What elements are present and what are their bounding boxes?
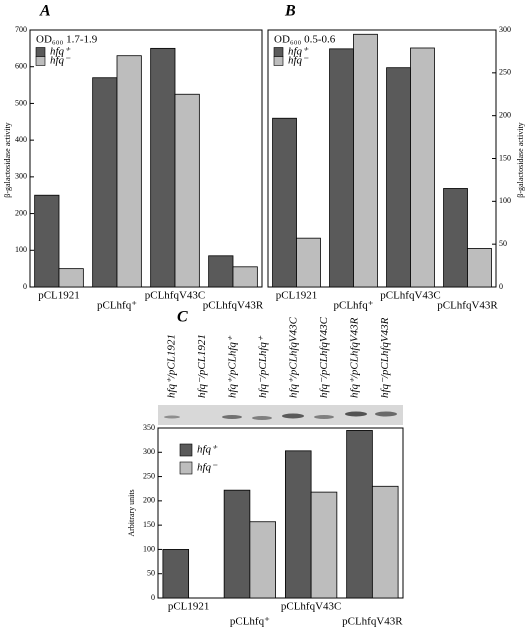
y-tick-label: 100 (15, 245, 27, 254)
y-tick-label: 0 (499, 282, 503, 291)
legend-label: hfq⁻ (50, 55, 71, 67)
plot-frame (29, 29, 263, 288)
bar (272, 117, 297, 288)
bar (310, 491, 338, 599)
x-tick-label: pCLhfq⁺ (230, 616, 270, 628)
y-tick-label: 200 (15, 208, 27, 217)
annotation: OD₆₀₀ 0.5-0.6 (274, 34, 336, 46)
legend-swatch (179, 443, 193, 457)
bar (386, 67, 411, 288)
y-tick-label: 250 (499, 68, 511, 77)
y-tick-label: 50 (499, 239, 507, 248)
x-tick-label: pCLhfq⁺ (333, 300, 373, 312)
x-tick-label: pCLhfqV43C (145, 290, 206, 302)
bar (232, 266, 258, 288)
y-tick-label: 300 (499, 25, 511, 34)
x-tick-label: pCLhfqV43C (380, 290, 441, 302)
legend-swatch (179, 461, 193, 475)
y-axis-label: β-galactosidase activity (516, 122, 525, 197)
bar (296, 237, 321, 288)
y-tick-label: 0 (151, 593, 155, 602)
bar (208, 255, 234, 288)
bar (150, 47, 176, 288)
legend-swatch (273, 56, 284, 66)
legend-label: hfq⁻ (197, 462, 218, 474)
y-tick-label: 100 (143, 544, 155, 553)
bar (410, 47, 435, 288)
y-tick-label: 200 (499, 110, 511, 119)
lane-label: hfq⁺/pCLhfqV43R (349, 317, 361, 398)
legend-swatch (35, 47, 46, 57)
legend-label: hfq⁺ (197, 444, 218, 456)
y-tick-label: 150 (143, 520, 155, 529)
gel-bands (164, 411, 397, 420)
x-tick-label: pCLhfqV43R (203, 300, 264, 312)
bar (284, 450, 312, 599)
lane-label: hfq⁻/pCLhfq⁺ (257, 335, 269, 398)
y-tick-label: 50 (147, 569, 155, 578)
bar (346, 430, 373, 599)
lane-label: hfq⁺/pCLhfqV43C (288, 316, 300, 398)
y-tick-label: 300 (15, 172, 27, 181)
panel-label: B (284, 3, 296, 20)
legend-label: hfq⁻ (288, 55, 309, 67)
y-tick-label: 500 (15, 98, 27, 107)
y-tick-label: 600 (15, 62, 27, 71)
bar (58, 268, 84, 288)
lane-label: hfq⁺/pCL1921 (166, 334, 178, 398)
lane-label: hfq⁻/pCLhfqV43R (379, 317, 391, 398)
y-tick-label: 350 (143, 423, 155, 432)
x-tick-label: pCL1921 (38, 290, 80, 302)
bar (353, 33, 378, 288)
y-tick-label: 100 (499, 196, 511, 205)
bar (249, 521, 277, 599)
x-tick-label: pCLhfq⁺ (97, 300, 137, 312)
y-tick-label: 300 (143, 447, 155, 456)
annotation: OD₆₀₀ 1.7-1.9 (36, 34, 98, 46)
legend-label: hfq⁺ (50, 46, 71, 58)
panel-label: C (177, 309, 188, 326)
panel-label: A (39, 3, 51, 20)
y-axis-label: β-galactosidase activity (3, 122, 12, 197)
lane-label: hfq⁺/pCLhfq⁺ (227, 335, 239, 398)
legend-label: hfq⁺ (288, 46, 309, 58)
y-tick-label: 200 (143, 496, 155, 505)
y-axis-label: Arbitrary units (127, 489, 136, 536)
bar (329, 48, 354, 288)
bar (162, 549, 190, 599)
bar (371, 485, 399, 599)
bar (443, 188, 468, 288)
y-tick-label: 400 (15, 135, 27, 144)
legend-swatch (273, 47, 284, 57)
y-tick-label: 250 (143, 471, 155, 480)
gel-image (158, 405, 403, 425)
x-tick-label: pCL1921 (168, 601, 210, 613)
y-tick-label: 0 (23, 282, 27, 291)
bar (467, 248, 492, 288)
bar (174, 93, 200, 288)
plot-frame (157, 427, 404, 599)
bar (116, 55, 142, 288)
y-tick-label: 700 (15, 25, 27, 34)
x-tick-label: pCLhfqV43R (342, 616, 403, 628)
x-tick-label: pCL1921 (276, 290, 318, 302)
bar (223, 489, 251, 599)
lane-label: hfq⁻/pCLhfqV43C (318, 316, 330, 398)
bar (92, 77, 118, 288)
x-tick-label: pCLhfqV43C (281, 601, 342, 613)
bar (34, 194, 60, 288)
legend-swatch (35, 56, 46, 66)
lane-label: hfq⁻/pCL1921 (196, 334, 208, 398)
x-tick-label: pCLhfqV43R (437, 300, 498, 312)
y-tick-label: 150 (499, 153, 511, 162)
